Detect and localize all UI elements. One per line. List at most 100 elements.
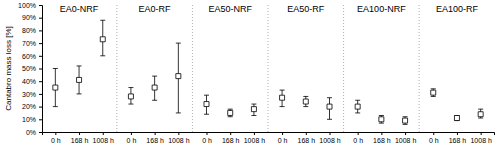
error-bar-cap-upper	[379, 115, 384, 116]
x-tick-mark	[330, 132, 331, 135]
x-tick-mark	[55, 132, 56, 135]
error-bar	[280, 90, 285, 107]
error-bar	[53, 69, 58, 107]
y-tick-label: 60%	[22, 53, 36, 60]
error-bar	[228, 109, 233, 117]
error-bar-cap-lower	[176, 112, 181, 113]
error-bar-cap-upper	[251, 104, 256, 105]
x-tick: 1008 h	[395, 132, 417, 144]
x-tick-label: 168 h	[222, 137, 240, 144]
x-tick-mark	[481, 132, 482, 135]
error-bar-cap-upper	[152, 76, 157, 77]
error-bar-cap-lower	[403, 124, 408, 125]
x-tick: 1008 h	[244, 132, 266, 144]
y-tick: 10%	[22, 116, 42, 123]
y-tick-label: 0%	[26, 129, 36, 136]
x-tick-label: 168 h	[373, 137, 391, 144]
x-tick: 0 h	[278, 132, 288, 144]
error-bar-cap-lower	[77, 93, 82, 94]
series	[280, 90, 332, 119]
x-tick-label: 1008 h	[168, 137, 190, 144]
error-bar	[454, 115, 459, 120]
x-tick-mark	[206, 132, 207, 135]
point	[454, 116, 459, 121]
x-tick-label: 168 h	[71, 137, 89, 144]
series	[204, 95, 256, 117]
error-bar-cap-upper	[100, 20, 105, 21]
error-bar-cap-lower	[327, 119, 332, 120]
x-tick: 1008 h	[93, 132, 115, 144]
error-bar	[303, 96, 308, 106]
error-bar-cap-upper	[176, 43, 181, 44]
x-tick: 1008 h	[319, 132, 341, 144]
x-tick-mark	[103, 132, 104, 135]
group-divider	[268, 5, 269, 132]
y-tick-label: 40%	[22, 78, 36, 85]
error-bar-cap-lower	[128, 104, 133, 105]
error-bar-cap-upper	[53, 68, 58, 69]
error-bar-cap-upper	[77, 65, 82, 66]
x-tick-mark	[381, 132, 382, 135]
error-bar	[431, 89, 436, 97]
y-tick-label: 30%	[22, 91, 36, 98]
group-labels: EA0-NRFEA0-RFEA50-NRFEA50-RFEA100-NRFEA1…	[60, 4, 479, 14]
point	[280, 95, 285, 100]
error-bar-cap-lower	[152, 100, 157, 101]
x-tick-mark	[155, 132, 156, 135]
y-tick-mark	[39, 69, 42, 70]
x-tick: 168 h	[146, 132, 164, 144]
x-axis-line	[43, 133, 495, 136]
point	[204, 102, 209, 107]
x-tick-label: 0 h	[278, 137, 288, 144]
error-bar-cap-lower	[228, 116, 233, 117]
point	[152, 85, 157, 90]
x-tick-label: 0 h	[127, 137, 137, 144]
x-tick-mark	[306, 132, 307, 135]
error-bar	[77, 66, 82, 94]
series	[128, 43, 180, 113]
error-bar-cap-lower	[53, 106, 58, 107]
x-tick-label: 168 h	[449, 137, 467, 144]
group-label: EA0-RF	[139, 4, 172, 14]
x-tick-mark	[358, 132, 359, 135]
error-bar-cap-lower	[355, 112, 360, 113]
y-tick: 50%	[22, 65, 42, 72]
error-bar	[128, 88, 133, 105]
x-tick: 1008 h	[168, 132, 190, 144]
point	[251, 107, 256, 112]
x-tick: 0 h	[51, 132, 61, 144]
x-tick-label: 168 h	[298, 137, 316, 144]
point	[53, 85, 58, 90]
x-tick-mark	[254, 132, 255, 135]
y-tick: 30%	[22, 91, 42, 98]
dividers	[117, 5, 419, 132]
error-bar	[403, 117, 408, 125]
error-bar-cap-lower	[251, 115, 256, 116]
error-bar-cap-upper	[228, 109, 233, 110]
error-bar-cap-lower	[431, 96, 436, 97]
x-tick: 168 h	[373, 132, 391, 144]
error-bar-cap-lower	[303, 106, 308, 107]
plot-area	[53, 20, 483, 124]
x-tick-mark	[405, 132, 406, 135]
error-bar-cap-upper	[204, 95, 209, 96]
error-bar-cap-lower	[478, 118, 483, 119]
error-bar-cap-lower	[280, 106, 285, 107]
x-tick-label: 1008 h	[319, 137, 341, 144]
point	[100, 37, 105, 42]
x-tick-label: 0 h	[429, 137, 439, 144]
y-tick-label: 50%	[22, 65, 36, 72]
point	[355, 104, 360, 109]
y-axis-title: Cantabro mass loss [%]	[4, 26, 13, 110]
series	[355, 100, 407, 124]
point	[77, 77, 82, 82]
group-label: EA50-NRF	[208, 4, 252, 14]
error-bar-cap-lower	[379, 123, 384, 124]
point	[478, 112, 483, 117]
x-tick-label: 0 h	[202, 137, 212, 144]
x-tick-label: 0 h	[51, 137, 61, 144]
error-bar-cap-upper	[327, 97, 332, 98]
chart: 0%10%20%30%40%50%60%70%80%90%100%0 h168 …	[0, 0, 500, 148]
y-tick: 90%	[22, 14, 42, 21]
error-bar-cap-upper	[128, 87, 133, 88]
